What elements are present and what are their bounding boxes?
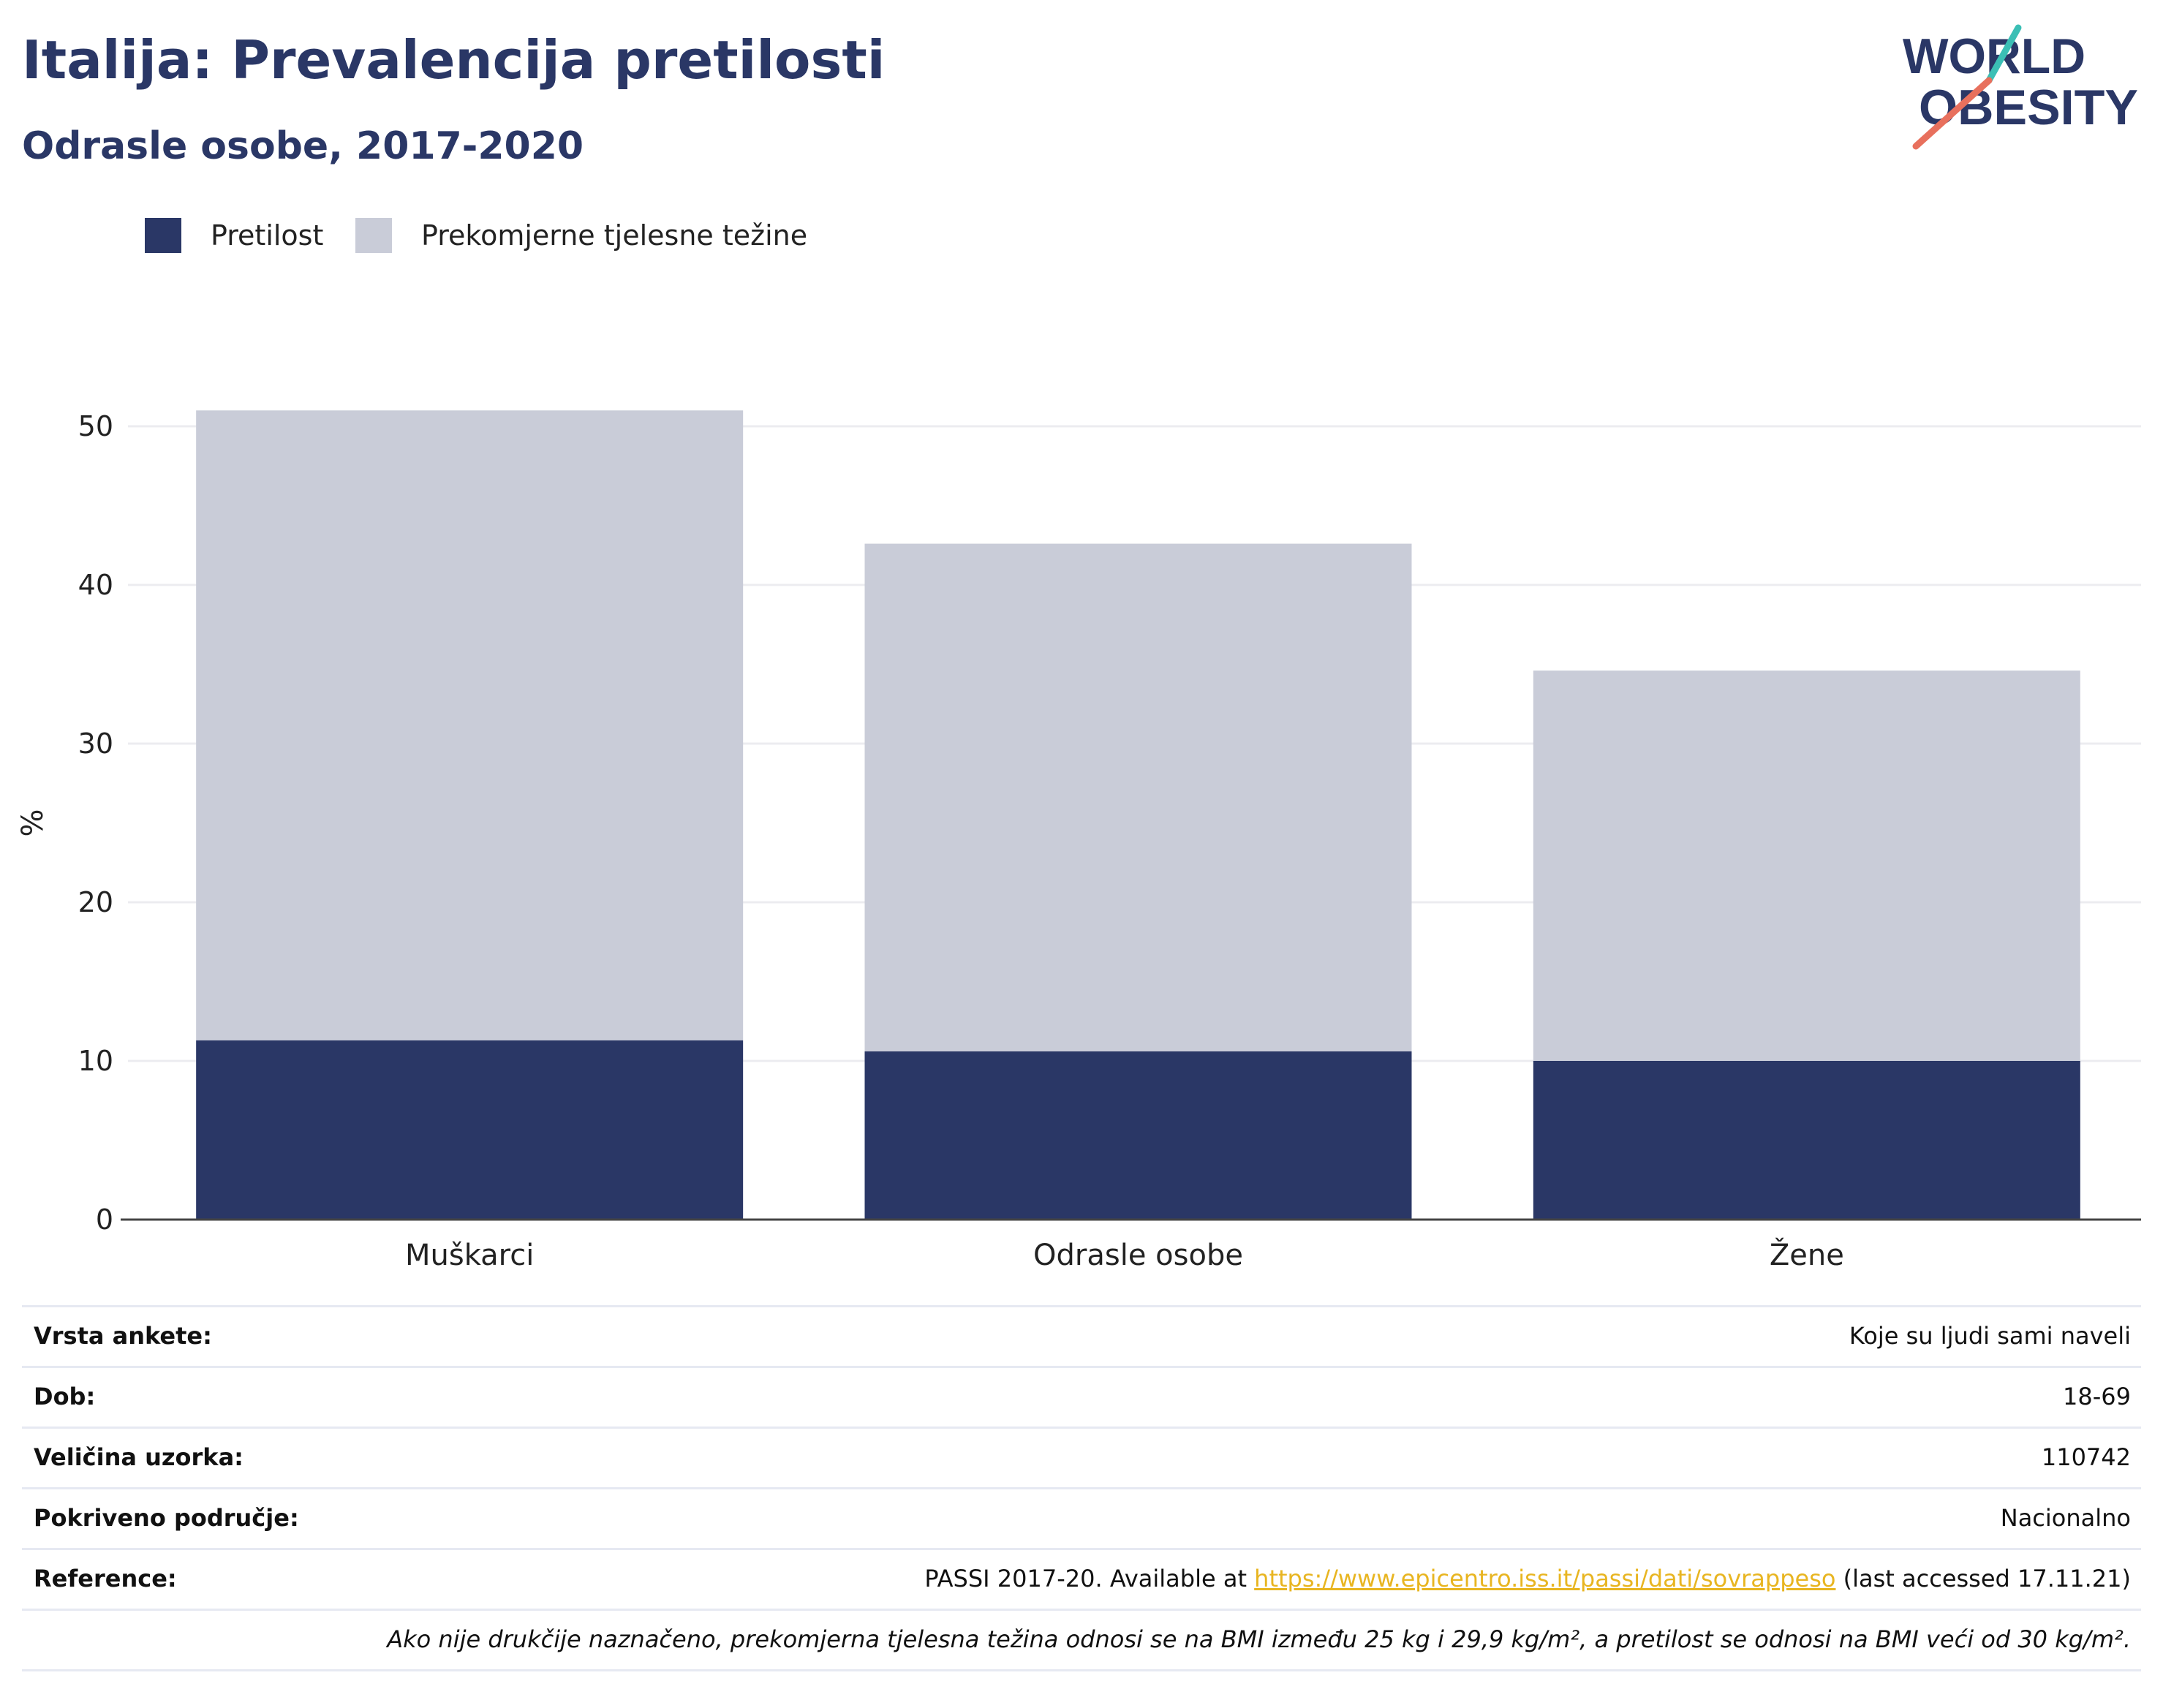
bar-pretilost-0 <box>196 1040 744 1220</box>
footnote-row: Ako nije drukčije naznačeno, prekomjerna… <box>22 1609 2141 1671</box>
y-tick-label: 30 <box>78 728 113 760</box>
reference-text: PASSI 2017-20. Available at https://www.… <box>924 1565 2131 1592</box>
x-tick-label: Žene <box>1770 1237 1844 1272</box>
y-tick-label: 20 <box>78 886 113 918</box>
meta-key: Dob: <box>34 1383 96 1410</box>
bar-pretilost-2 <box>1533 1061 2080 1220</box>
legend-label-pretilost: Pretilost <box>211 219 324 252</box>
meta-key: Vrsta ankete: <box>34 1322 212 1350</box>
legend-label-prekomjerna: Prekomjerne tjelesne težine <box>421 219 808 252</box>
meta-value: Koje su ljudi sami naveli <box>1849 1322 2131 1350</box>
reference-prefix: PASSI 2017-20. Available at <box>924 1565 1255 1592</box>
logo-line-obesity: OBESITY <box>1919 80 2138 135</box>
y-tick-label: 10 <box>78 1045 113 1077</box>
page-title: Italija: Prevalencija pretilosti <box>22 29 886 91</box>
legend-swatch-pretilost <box>145 218 181 253</box>
bar-chart: 0 10 20 30 40 50% Muškarci Odrasle osobe Žene <box>16 410 2141 1272</box>
world-obesity-logo-icon: WORLD OBESITY <box>1903 24 2138 150</box>
y-axis-label: % <box>16 809 50 836</box>
y-tick-label: 50 <box>78 410 113 442</box>
survey-metadata-table: Vrsta ankete: Koje su ljudi sami naveli … <box>22 1305 2141 1671</box>
bar-prekomjerna-1 <box>864 543 1412 1051</box>
meta-row-survey-type: Vrsta ankete: Koje su ljudi sami naveli <box>22 1305 2141 1366</box>
meta-value: 110742 <box>2041 1443 2131 1471</box>
bmi-footnote: Ako nije drukčije naznačeno, prekomjerna… <box>387 1625 2131 1653</box>
bar-prekomjerna-0 <box>196 410 744 1040</box>
legend-swatch-prekomjerna <box>355 218 392 253</box>
logo-slash-teal <box>1985 24 2022 84</box>
meta-value: 18-69 <box>2063 1383 2131 1410</box>
meta-value: Nacionalno <box>2000 1504 2131 1532</box>
meta-key: Pokriveno područje: <box>34 1504 299 1532</box>
page-subtitle: Odrasle osobe, 2017-2020 <box>22 124 584 168</box>
bar-pretilost-1 <box>864 1051 1412 1220</box>
y-tick-label: 40 <box>78 569 113 601</box>
x-tick-label: Odrasle osobe <box>1033 1239 1243 1272</box>
meta-key: Reference: <box>34 1565 177 1592</box>
meta-row-reference: Reference: PASSI 2017-20. Available at h… <box>22 1548 2141 1609</box>
reference-link[interactable]: https://www.epicentro.iss.it/passi/dati/… <box>1254 1565 1836 1592</box>
meta-row-coverage: Pokriveno područje: Nacionalno <box>22 1487 2141 1548</box>
x-tick-label: Muškarci <box>405 1239 534 1272</box>
meta-key: Veličina uzorka: <box>34 1443 244 1471</box>
y-tick-label: 0 <box>96 1203 113 1236</box>
bar-prekomjerna-2 <box>1533 670 2080 1061</box>
meta-row-sample-size: Veličina uzorka: 110742 <box>22 1427 2141 1487</box>
meta-row-age: Dob: 18-69 <box>22 1366 2141 1427</box>
logo-slash-coral <box>1912 77 1993 150</box>
reference-suffix: (last accessed 17.11.21) <box>1835 1565 2131 1592</box>
